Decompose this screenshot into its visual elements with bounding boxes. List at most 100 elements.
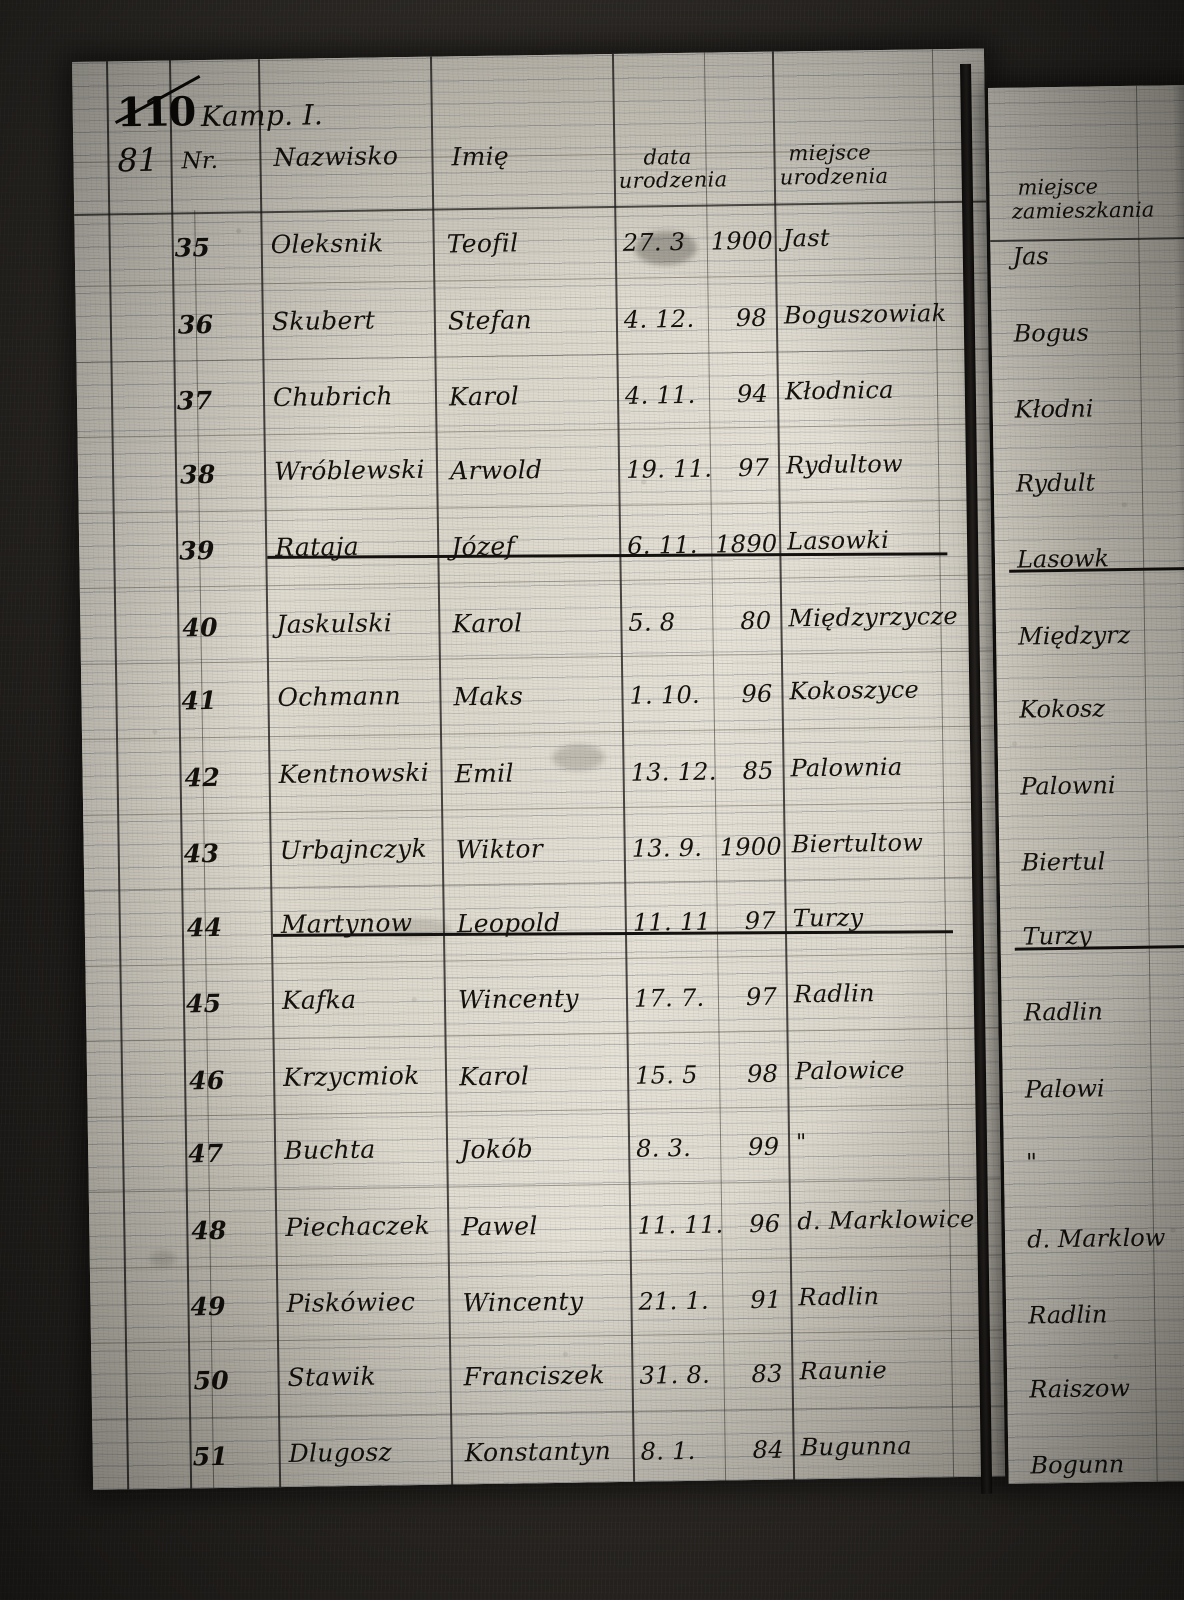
cell-birth-place: Międzyrzycze <box>788 601 959 632</box>
cell-birth-year: 98 <box>746 1059 779 1088</box>
cell-given-name: Teofil <box>446 228 519 259</box>
register-page-left-leaf: 110 81 Kamp. I. Nr. Nazwisko Imię data u… <box>72 48 1006 1495</box>
cell-nr: 50 <box>193 1365 230 1395</box>
cell-given-name: Karol <box>458 1060 530 1091</box>
cell-residence: Biertul <box>1021 847 1106 877</box>
cell-residence: d. Marklow <box>1026 1222 1166 1254</box>
cell-residence: Rydult <box>1015 467 1096 498</box>
cell-given-name: Wincenty <box>462 1286 584 1318</box>
cell-birth-place: Kokoszyce <box>789 675 920 706</box>
cell-surname: Piskówiec <box>286 1287 416 1318</box>
cell-given-name: Jokób <box>459 1134 534 1165</box>
unit-label: Kamp. I. <box>200 98 324 134</box>
cell-birth-year: 97 <box>737 453 770 482</box>
cell-birth-date: 4. 12. <box>623 304 695 334</box>
cell-nr: 44 <box>186 912 223 942</box>
cell-birth-year: 83 <box>751 1359 783 1388</box>
cell-birth-place: Palowice <box>794 1055 906 1085</box>
cell-surname: Krzycmiok <box>282 1060 420 1092</box>
cell-given-name: Franciszek <box>463 1359 605 1391</box>
cell-residence: Bogunn <box>1030 1450 1125 1480</box>
cell-birth-date: 5. 8 <box>628 607 676 637</box>
cell-surname: Piechaczek <box>285 1210 431 1242</box>
cell-surname: Kentnowski <box>278 757 430 789</box>
cell-birth-date: 31. 8. <box>639 1360 711 1390</box>
cell-birth-year: 98 <box>735 303 768 332</box>
column-divider-right <box>931 49 955 1478</box>
cell-surname: Wróblewski <box>273 454 426 486</box>
cell-birth-place: Boguszowiak <box>783 298 947 329</box>
cell-residence: Kłodni <box>1014 394 1094 424</box>
cell-nr: 35 <box>174 232 211 263</box>
cell-surname: Jaskulski <box>276 607 393 639</box>
cell-nr: 45 <box>185 988 222 1019</box>
cell-birth-year: 85 <box>742 756 774 785</box>
cell-birth-date: 21. 1. <box>638 1286 710 1316</box>
cell-birth-date: 8. 1. <box>640 1436 696 1466</box>
cell-nr: 42 <box>184 762 221 792</box>
cell-birth-date: 13. 12. <box>630 757 717 787</box>
cell-birth-year: 94 <box>736 379 769 409</box>
cell-nr: 39 <box>179 535 215 566</box>
cell-surname: Buchta <box>283 1134 376 1165</box>
header-birth-place-line1: miejsce <box>788 140 872 166</box>
cell-nr: 48 <box>191 1215 227 1245</box>
cell-birth-date: 19. 11. <box>625 454 713 484</box>
cell-given-name: Karol <box>448 381 520 412</box>
cell-birth-place: Rydultow <box>785 449 904 479</box>
cell-nr: 40 <box>182 612 219 642</box>
cell-birth-date: 27. 3 <box>622 227 686 257</box>
header-surname: Nazwisko <box>273 141 399 173</box>
register-page-right-leaf: miejsce zamieszkania Jas Bogus Kłodni Rydul… <box>988 84 1184 1484</box>
cell-birth-year: 1900 <box>719 832 783 862</box>
page-stamp: 110 <box>116 88 195 137</box>
cell-given-name: Emil <box>454 758 514 788</box>
cell-birth-year: 96 <box>749 1209 781 1238</box>
cell-birth-year: 91 <box>750 1285 782 1315</box>
cell-birth-place: Turzy <box>792 902 864 932</box>
cell-birth-place: Raunie <box>799 1355 888 1385</box>
cell-birth-date: 13. 9. <box>631 833 703 863</box>
cell-birth-year: 96 <box>741 679 773 709</box>
header-separator <box>74 200 987 216</box>
cell-birth-date: 8. 3. <box>635 1133 692 1163</box>
cell-given-name: Stefan <box>447 304 533 335</box>
cell-residence: Radlin <box>1028 1300 1108 1330</box>
cell-birth-place: Radlin <box>798 1282 880 1312</box>
cell-nr: 37 <box>176 385 213 416</box>
cell-nr: 41 <box>181 685 218 716</box>
cell-surname: Skubert <box>271 305 376 336</box>
cell-birth-date: 4. 11. <box>624 380 696 410</box>
cell-surname: Dlugosz <box>288 1437 393 1468</box>
header-birth-date-line1: data <box>643 144 692 170</box>
cell-residence: Palowni <box>1020 770 1116 801</box>
cell-birth-place: Kłodnica <box>784 375 894 406</box>
cell-residence: Palowi <box>1024 1073 1105 1104</box>
cell-given-name: Wiktor <box>455 834 544 865</box>
cell-surname: Stawik <box>287 1361 377 1392</box>
cell-birth-place: Lasowki <box>786 525 890 556</box>
cell-birth-date: 1. 10. <box>629 680 701 710</box>
cell-given-name: Arwold <box>449 454 543 485</box>
header-birth-place-line2: urodzenia <box>779 163 889 190</box>
cell-residence: Raiszow <box>1029 1373 1131 1404</box>
column-divider-left-margin <box>105 61 130 1490</box>
cell-residence: Międzyrz <box>1017 620 1131 651</box>
header-residence-line1: miejsce <box>1017 174 1099 200</box>
cell-given-name: Konstantyn <box>464 1436 612 1468</box>
cell-birth-place: d. Marklowice <box>797 1204 975 1235</box>
cell-residence: " <box>1025 1148 1038 1177</box>
cell-surname: Oleksnik <box>270 228 384 260</box>
cell-birth-place: Jast <box>782 223 830 253</box>
cell-nr: 49 <box>190 1291 227 1322</box>
cell-surname: Urbajnczyk <box>279 833 428 866</box>
cell-surname: Chubrich <box>272 381 393 413</box>
cell-given-name: Maks <box>453 681 524 712</box>
cell-nr: 36 <box>177 309 214 339</box>
cell-birth-place: " <box>795 1130 807 1156</box>
column-divider-given-name <box>429 56 454 1485</box>
cell-birth-place: Palownia <box>790 752 903 782</box>
cell-birth-place: Radlin <box>793 979 876 1009</box>
cell-given-name: Pawel <box>461 1210 538 1241</box>
